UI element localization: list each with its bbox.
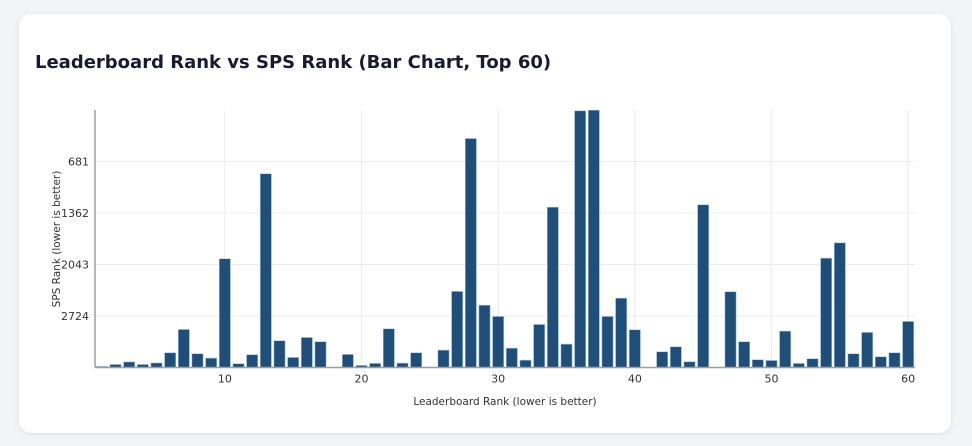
bar[interactable] — [287, 357, 300, 368]
y-tick-label: 681 — [68, 156, 89, 169]
chart-title: Leaderboard Rank vs SPS Rank (Bar Chart,… — [35, 52, 552, 73]
y-tick-label: 1362 — [61, 207, 89, 220]
bar[interactable] — [218, 258, 231, 368]
gridlines — [95, 110, 915, 368]
x-tick-label: 20 — [355, 373, 369, 386]
bar[interactable] — [478, 304, 491, 368]
y-tick-label: 2724 — [61, 310, 89, 323]
y-axis-title: SPS Rank (lower is better) — [51, 171, 63, 308]
bar[interactable] — [628, 329, 641, 368]
bar[interactable] — [874, 356, 887, 368]
bar[interactable] — [546, 206, 559, 368]
axes: 10 20 30 40 50 60 681 1362 2043 2724 — [61, 110, 915, 386]
bar[interactable] — [820, 257, 833, 368]
bar[interactable] — [656, 351, 669, 368]
bar[interactable] — [601, 316, 614, 368]
bar[interactable] — [669, 346, 682, 368]
bar[interactable] — [574, 110, 587, 368]
x-tick-label: 60 — [901, 373, 915, 386]
bar[interactable] — [259, 173, 272, 368]
bar[interactable] — [533, 324, 546, 368]
x-axis-title: Leaderboard Rank (lower is better) — [413, 396, 596, 408]
bar[interactable] — [177, 329, 190, 368]
bar[interactable] — [464, 138, 477, 368]
x-tick-label: 10 — [218, 373, 232, 386]
x-tick-label: 30 — [491, 373, 505, 386]
bars — [95, 109, 915, 368]
bar[interactable] — [191, 353, 204, 368]
bar[interactable] — [765, 360, 778, 368]
bar[interactable] — [451, 291, 464, 368]
bar[interactable] — [847, 353, 860, 368]
bar[interactable] — [560, 343, 573, 368]
bar[interactable] — [697, 204, 710, 368]
bar[interactable] — [314, 341, 327, 368]
x-tick-label: 50 — [765, 373, 779, 386]
bar[interactable] — [751, 359, 764, 368]
bar[interactable] — [738, 341, 751, 368]
bar[interactable] — [164, 352, 177, 368]
bar[interactable] — [273, 340, 286, 368]
bar[interactable] — [382, 328, 395, 368]
bar[interactable] — [587, 109, 600, 368]
x-tick-label: 40 — [628, 373, 642, 386]
bar[interactable] — [437, 349, 450, 368]
bar[interactable] — [492, 316, 505, 368]
bar[interactable] — [505, 347, 518, 368]
bar[interactable] — [888, 352, 901, 368]
bar[interactable] — [806, 358, 819, 368]
bar[interactable] — [615, 297, 628, 368]
bar[interactable] — [683, 361, 696, 368]
bar[interactable] — [341, 354, 354, 368]
bar[interactable] — [833, 242, 846, 368]
bar[interactable] — [300, 337, 313, 368]
bar[interactable] — [519, 359, 532, 368]
bar[interactable] — [410, 352, 423, 368]
bar[interactable] — [779, 330, 792, 368]
bar[interactable] — [902, 321, 915, 368]
y-tick-label: 2043 — [61, 259, 89, 272]
bar[interactable] — [246, 354, 259, 368]
bar[interactable] — [724, 291, 737, 368]
bar[interactable] — [123, 361, 136, 368]
bar[interactable] — [861, 332, 874, 368]
bar[interactable] — [205, 357, 218, 368]
